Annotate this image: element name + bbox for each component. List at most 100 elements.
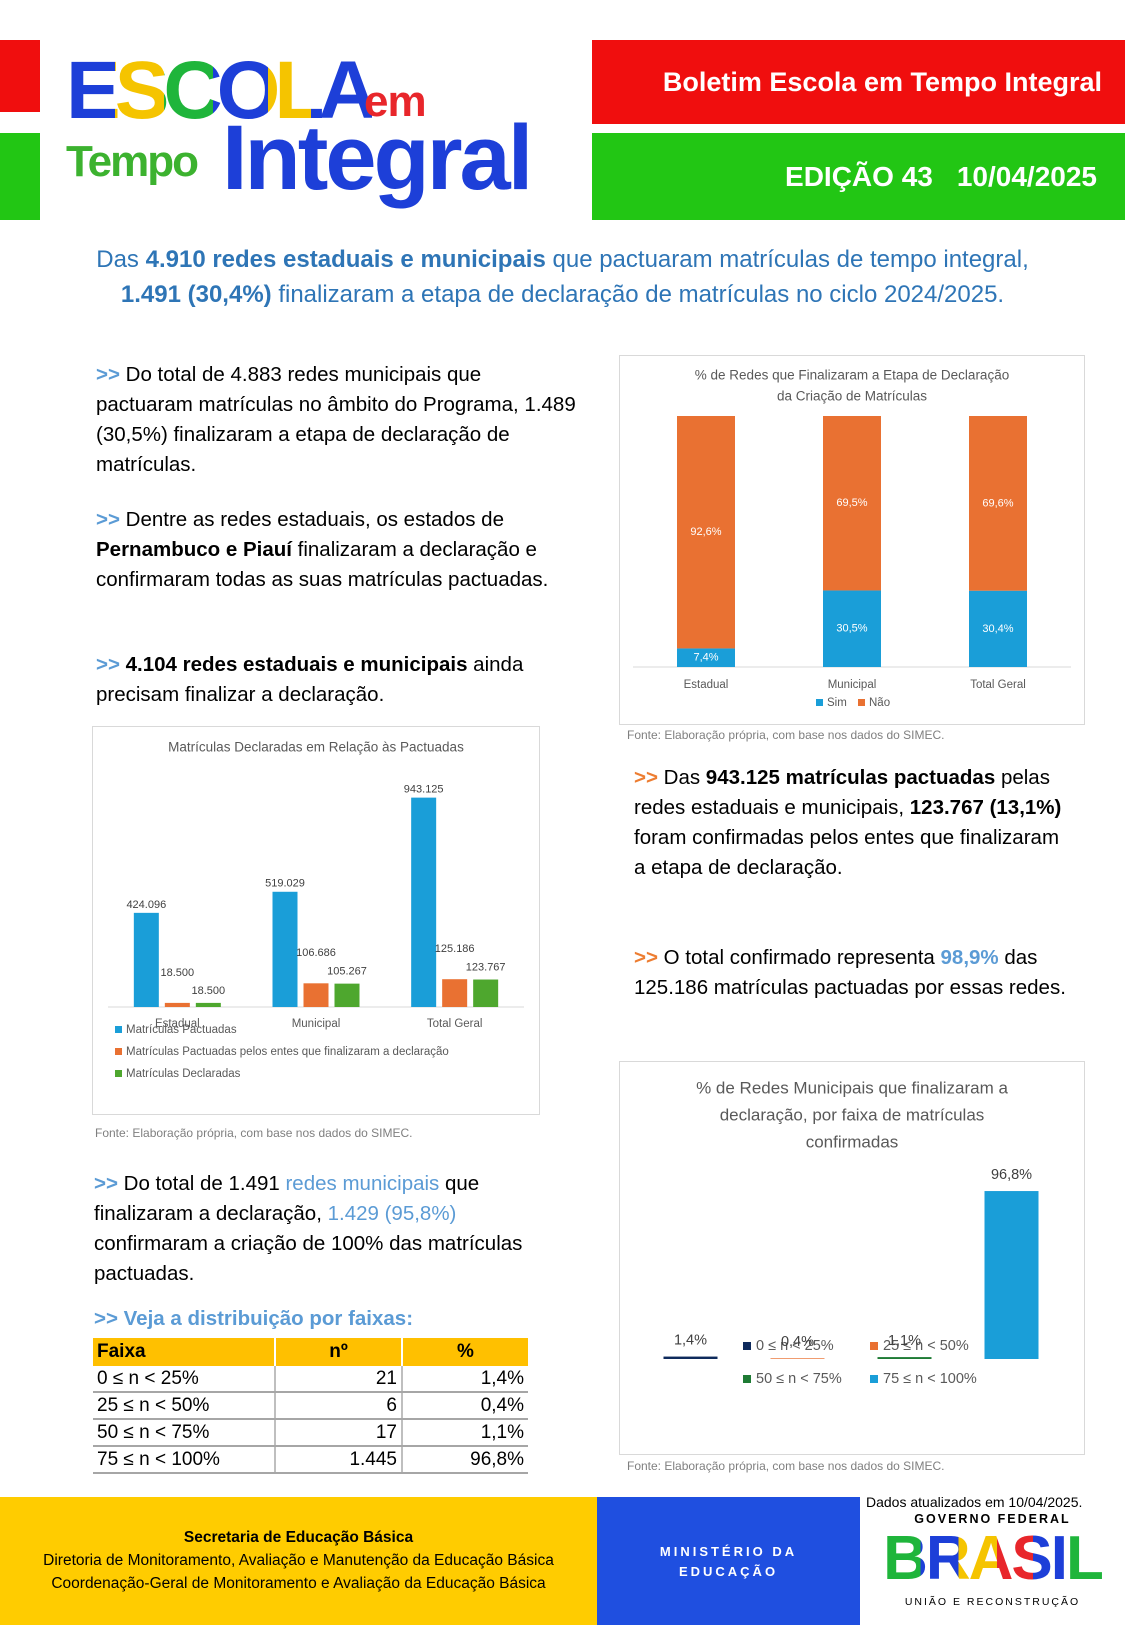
legend-label: Não bbox=[869, 697, 890, 709]
gov-bottom: UNIÃO E RECONSTRUÇÃO bbox=[904, 1596, 1081, 1608]
bar bbox=[133, 912, 159, 1007]
legend-label: Matrículas Declaradas bbox=[126, 1068, 241, 1080]
data-label: 0,4% bbox=[781, 1334, 814, 1350]
edition-line: EDIÇÃO 43 10/04/2025 bbox=[592, 133, 1097, 220]
text-run: 98,9% bbox=[940, 946, 999, 969]
x-tick-label: Estadual bbox=[684, 679, 729, 691]
bar-segment bbox=[823, 590, 881, 667]
text-run: >> bbox=[634, 946, 664, 969]
footer-line: Coordenação-Geral de Monitoramento e Ava… bbox=[51, 1575, 546, 1592]
table-heading: >> Veja a distribuição por faixas: bbox=[94, 1307, 414, 1330]
table-row: 75 ≤ n < 100% 1.445 96,8% bbox=[93, 1446, 528, 1474]
text-run: finalizaram a declaração e confirmaram t… bbox=[96, 538, 549, 591]
source-note: Fonte: Elaboração própria, com base nos … bbox=[95, 1126, 413, 1140]
legend-swatch bbox=[870, 1342, 878, 1350]
table-header: Faixa nº% bbox=[93, 1338, 528, 1366]
edition-date: 10/04/2025 bbox=[956, 161, 1097, 192]
footer-line: Secretaria de Educação Básica bbox=[183, 1529, 414, 1546]
legend-label: 75 ≤ n < 100% bbox=[883, 1371, 977, 1387]
legend-label: 0 ≤ n < 25% bbox=[756, 1338, 834, 1354]
source-note: Fonte: Elaboração própria, com base nos … bbox=[627, 728, 945, 742]
faixa-table: Faixa nº% 0 ≤ n < 25% 21 1,4% 25 ≤ n < 50% 6 0… bbox=[93, 1338, 528, 1474]
text-run: das 125.186 matrículas pactuadas por ess… bbox=[634, 946, 1066, 999]
chart-enrollment: Matrículas Declaradas em Relação às Pact… bbox=[92, 726, 540, 1115]
column-header: nº bbox=[275, 1338, 403, 1366]
table-row: 25 ≤ n < 50% 6 0,4% bbox=[93, 1392, 528, 1420]
ministry-line: EDUCAÇÃO bbox=[678, 1564, 779, 1579]
table-cell: 50 ≤ n < 75% bbox=[93, 1419, 276, 1447]
data-label: 424.096 bbox=[126, 899, 166, 911]
bulletin-title: Boletim Escola em Tempo Integral bbox=[662, 67, 1102, 97]
paragraph: >> Das 943.125 matrículas pactuadas pela… bbox=[634, 763, 1074, 883]
data-label: 69,6% bbox=[982, 497, 1013, 509]
table-cell: 96,8% bbox=[402, 1446, 528, 1474]
bar bbox=[164, 1002, 190, 1007]
table-row: 0 ≤ n < 25% 21 1,4% bbox=[93, 1366, 528, 1393]
text-run: >> bbox=[634, 766, 664, 789]
legend-label: Matrículas Pactuadas pelos entes que fin… bbox=[126, 1046, 449, 1058]
table-cell: 1,1% bbox=[402, 1419, 528, 1447]
chart-title: % de Redes que Finalizaram a Etapa de De… bbox=[695, 368, 1009, 383]
bar bbox=[877, 1357, 932, 1359]
table-cell: 0 ≤ n < 25% bbox=[93, 1366, 276, 1393]
bar-segment bbox=[823, 416, 881, 591]
x-tick-label: Estadual bbox=[155, 1018, 200, 1030]
title-box bbox=[592, 40, 1125, 124]
table-cell: 17 bbox=[275, 1419, 403, 1447]
bar bbox=[195, 1002, 221, 1007]
edition: EDIÇÃO 43 bbox=[785, 161, 933, 192]
table-cell: 1.445 bbox=[275, 1446, 403, 1474]
green-stripe bbox=[0, 133, 40, 220]
text-run: finalizaram a etapa de declaração de mat… bbox=[271, 281, 1005, 308]
bar bbox=[663, 1356, 718, 1359]
legend-swatch bbox=[115, 1026, 122, 1033]
red-stripe bbox=[0, 40, 40, 112]
data-label: 69,5% bbox=[836, 497, 867, 509]
logo-em: em bbox=[364, 77, 427, 126]
column-header: Faixa bbox=[93, 1338, 276, 1366]
data-label: 105.267 bbox=[327, 966, 367, 978]
text-run: ainda precisam finalizar a declaração. bbox=[96, 653, 524, 706]
text-run: foram confirmadas pelos entes que finali… bbox=[634, 826, 1060, 879]
footer-line: Diretoria de Monitoramento, Avaliação e … bbox=[43, 1552, 554, 1569]
bar-segment bbox=[677, 648, 735, 667]
legend-swatch bbox=[816, 699, 823, 706]
text-run: pelas redes estaduais e municipais, bbox=[634, 766, 1050, 819]
source-note: Fonte: Elaboração própria, com base nos … bbox=[627, 1459, 945, 1473]
legend-label: 25 ≤ n < 50% bbox=[883, 1338, 969, 1354]
legend-label: Matrículas Pactuadas bbox=[126, 1024, 237, 1036]
data-label: 96,8% bbox=[991, 1167, 1032, 1183]
text-run: Do total de 4.883 redes municipais que p… bbox=[96, 363, 576, 476]
chart-status: % de Redes que Finalizaram a Etapa de De… bbox=[619, 355, 1085, 725]
table-body: 0 ≤ n < 25% 21 1,4% 25 ≤ n < 50% 6 0,4% 50 ≤ n… bbox=[93, 1366, 528, 1474]
table-cell: 75 ≤ n < 100% bbox=[93, 1446, 276, 1474]
data-label: 1,1% bbox=[888, 1333, 921, 1349]
paragraph: >> Dentre as redes estaduais, os estados… bbox=[96, 505, 581, 595]
data-label: 125.186 bbox=[435, 943, 475, 955]
legend-swatch bbox=[870, 1375, 878, 1383]
data-label: 123.767 bbox=[466, 961, 506, 973]
data-label: 943.125 bbox=[404, 784, 444, 796]
data-label: 92,6% bbox=[690, 526, 721, 538]
text-run: que pactuaram matrículas de tempo integr… bbox=[545, 246, 1029, 273]
table-cell: 1,4% bbox=[402, 1366, 528, 1393]
text-run: >> bbox=[96, 363, 126, 386]
table-cell: 0,4% bbox=[402, 1392, 528, 1420]
gov-word: BRASIL bbox=[880, 1528, 1105, 1590]
text-run: 943.125 matrículas pactuadas bbox=[705, 766, 996, 789]
text-run: que finalizaram a declaração, bbox=[94, 1172, 480, 1225]
bar bbox=[411, 797, 437, 1007]
table-row: 50 ≤ n < 75% 17 1,1% bbox=[93, 1419, 528, 1447]
chart-title: % de Redes Municipais que finalizaram a bbox=[696, 1078, 1008, 1097]
data-label: 1,4% bbox=[674, 1332, 707, 1348]
legend-swatch bbox=[115, 1070, 122, 1077]
data-label: 18.500 bbox=[192, 985, 226, 997]
legend-label: Sim bbox=[827, 697, 847, 709]
gov-top: GOVERNO FEDERAL bbox=[914, 1512, 1071, 1526]
intro: Das 4.910 redes estaduais e municipais q… bbox=[70, 242, 1055, 312]
x-tick-label: Municipal bbox=[292, 1018, 341, 1030]
update-note: Dados atualizados em 10/04/2025. bbox=[866, 1494, 1083, 1510]
x-tick-label: Total Geral bbox=[970, 679, 1026, 691]
data-label: 30,5% bbox=[836, 623, 867, 635]
